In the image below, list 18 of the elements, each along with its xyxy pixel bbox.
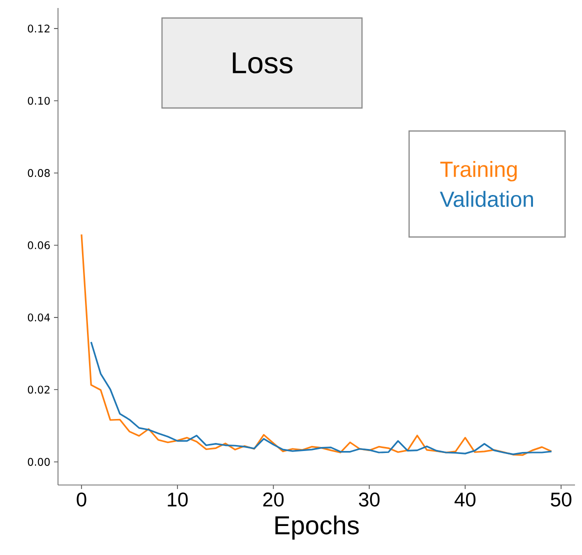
x-tick-label: 30 xyxy=(358,492,380,507)
text: Training xyxy=(440,160,517,182)
y-tick-label: 0.10 xyxy=(28,96,50,105)
x-tick-label: 20 xyxy=(263,492,284,507)
x-tick-label: 10 xyxy=(168,492,188,507)
y-tick-label: 0.00 xyxy=(28,458,50,466)
text: Loss xyxy=(232,52,292,74)
y-tick-label: 0.02 xyxy=(28,386,50,394)
x-tick-label: 0 xyxy=(76,492,86,507)
x-tick-label: 50 xyxy=(550,492,572,507)
y-tick-label: 0.12 xyxy=(28,24,50,33)
y-tick-label: 0.06 xyxy=(28,241,50,250)
x-axis-title: Epochs xyxy=(275,515,359,540)
y-tick-label: 0.08 xyxy=(28,169,50,177)
x-tick-label: 40 xyxy=(454,492,476,507)
line-series xyxy=(80,234,552,456)
y-tick-label: 0.04 xyxy=(28,313,50,322)
text: Validation xyxy=(440,190,533,207)
